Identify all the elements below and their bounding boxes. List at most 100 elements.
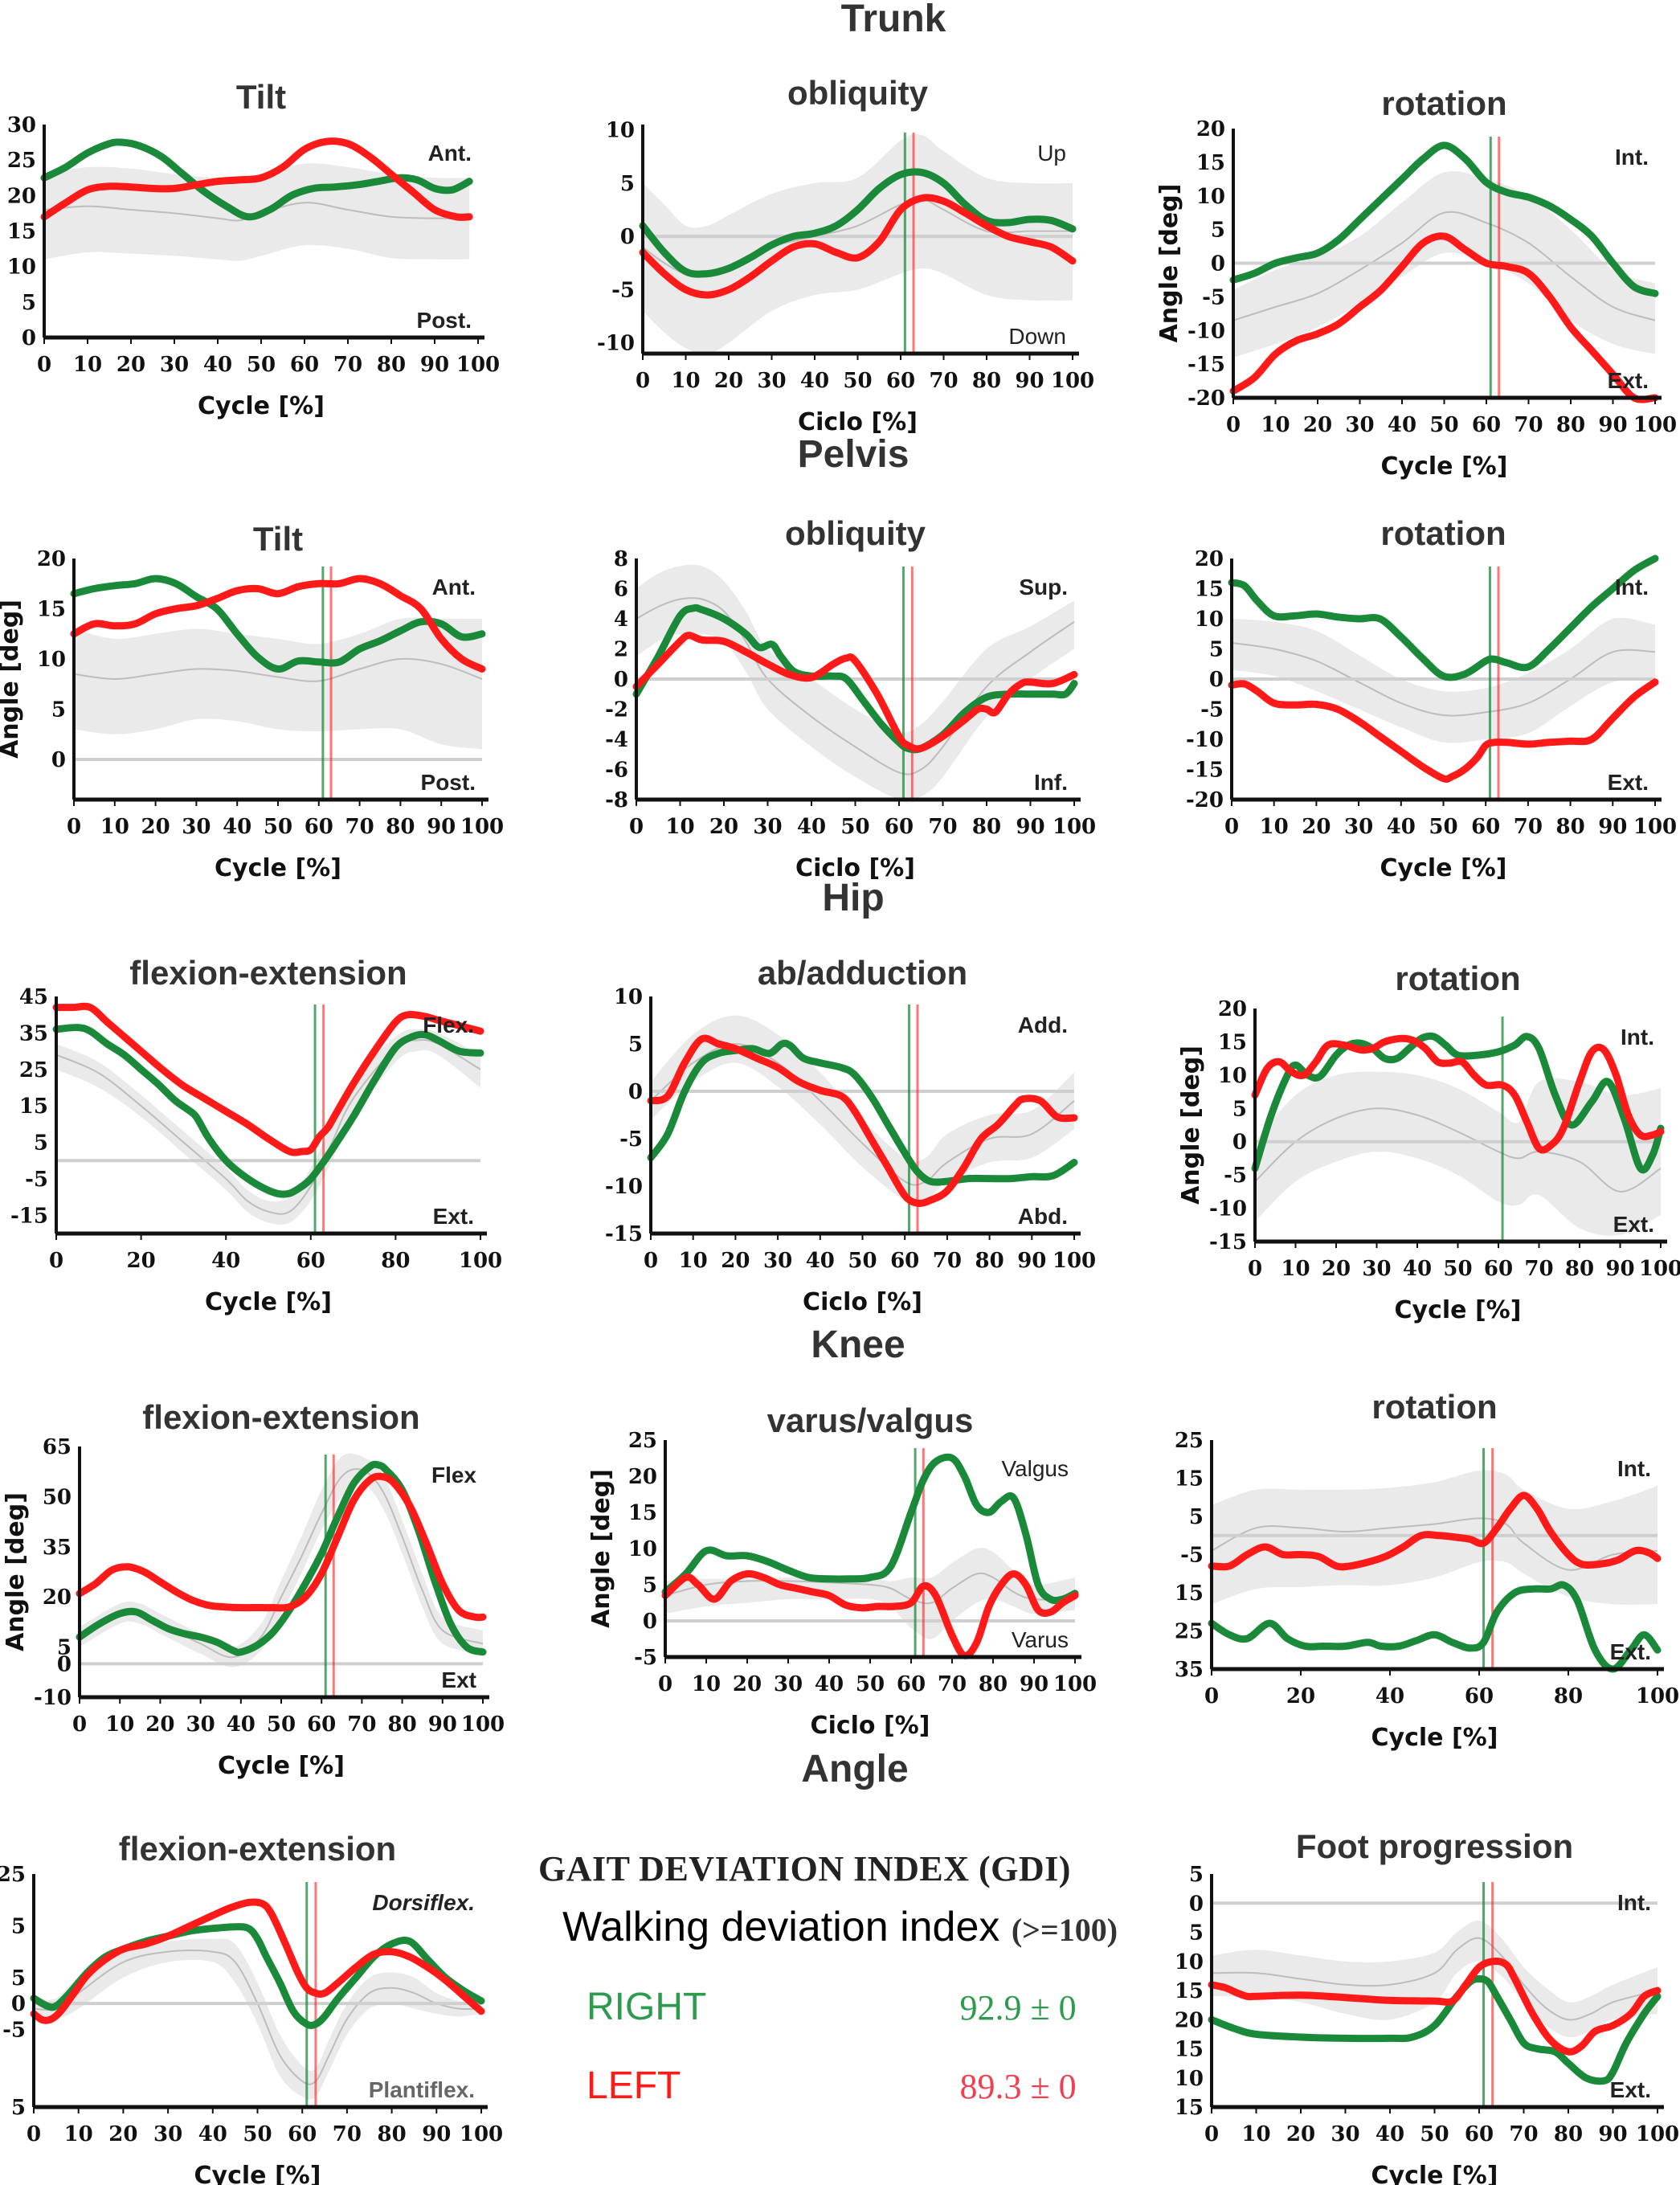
y-tick-label: -10 xyxy=(1209,1197,1247,1221)
x-tick-label: 70 xyxy=(345,815,374,839)
gdi-title: GAIT DEVIATION INDEX (GDI) xyxy=(538,1849,1071,1888)
series-line-right xyxy=(76,1460,487,1656)
y-tick-label: 5 xyxy=(1232,1097,1247,1121)
y-tick-label: 10 xyxy=(614,985,643,1009)
chart-title: flexion-extension xyxy=(119,1830,396,1868)
y-tick-label: -15 xyxy=(10,1204,48,1228)
y-tick-label: -15 xyxy=(1187,353,1225,377)
x-tick-label: 0 xyxy=(629,815,644,839)
direction-label-top: Int. xyxy=(1617,1890,1651,1915)
y-tick-label: 20 xyxy=(1195,547,1224,571)
x-tick-label: 40 xyxy=(1375,2122,1404,2146)
y-tick-label: 0 xyxy=(1232,1131,1247,1155)
x-tick-label: 60 xyxy=(1471,815,1500,839)
normative-mean-line xyxy=(1231,642,1656,717)
section-title-hip: Hip xyxy=(822,877,885,919)
normative-band xyxy=(1212,1470,1658,1605)
y-tick-label: 15 xyxy=(1175,1467,1204,1491)
gdi-row-left: LEFT 89.3 ± 0 xyxy=(587,2064,1077,2108)
x-tick-label: 70 xyxy=(1514,413,1543,437)
x-axis-label: Ciclo [%] xyxy=(803,1288,922,1316)
x-tick-label: 100 xyxy=(461,1712,505,1737)
x-tick-label: 60 xyxy=(288,2122,317,2146)
x-tick-label: 60 xyxy=(1465,1684,1494,1708)
y-tick-label: -10 xyxy=(1187,319,1225,343)
direction-label-top: Sup. xyxy=(1019,575,1068,599)
normative-band xyxy=(34,1938,481,2100)
direction-label-top: Add. xyxy=(1018,1013,1068,1037)
normative-band xyxy=(1212,1920,1658,2038)
x-tick-label: 0 xyxy=(644,1249,658,1273)
x-tick-label: 0 xyxy=(72,1712,87,1737)
y-tick-label: 0 xyxy=(51,748,66,772)
direction-label-bottom: Post. xyxy=(417,308,472,333)
normative-mean-line xyxy=(1211,1517,1658,1571)
x-tick-label: 90 xyxy=(1015,369,1044,393)
x-tick-label: 100 xyxy=(1053,815,1096,839)
x-tick-label: 20 xyxy=(141,815,170,839)
x-tick-label: 50 xyxy=(243,2122,272,2146)
gdi-side-label: RIGHT xyxy=(587,1986,707,2028)
x-tick-label: 30 xyxy=(153,2122,182,2146)
x-tick-label: 90 xyxy=(1017,1249,1046,1273)
y-tick-label: -5 xyxy=(619,1127,643,1152)
direction-label-top: Dorsiflex. xyxy=(372,1890,475,1915)
y-tick-label: 35 xyxy=(1175,1658,1204,1682)
x-tick-label: 50 xyxy=(856,1672,885,1696)
x-tick-label: 30 xyxy=(1362,1257,1391,1281)
x-tick-label: 40 xyxy=(1387,815,1416,839)
y-tick-label: 10 xyxy=(1195,608,1224,632)
gdi-subtitle: Walking deviation index (>=100) xyxy=(562,1903,1118,1951)
x-tick-label: 30 xyxy=(186,1712,215,1737)
normative-band xyxy=(74,617,482,750)
section-title-angle: Angle xyxy=(801,1748,909,1790)
x-tick-label: 50 xyxy=(848,1249,877,1273)
chart-title: Tilt xyxy=(236,78,286,116)
series-line-right xyxy=(30,1923,485,2030)
y-tick-label: 15 xyxy=(1175,2038,1204,2062)
chart-title: rotation xyxy=(1381,84,1506,122)
x-tick-label: 90 xyxy=(1605,1257,1634,1281)
y-tick-label: 45 xyxy=(19,985,48,1009)
series-line-left xyxy=(632,632,1078,753)
y-tick-label: -15 xyxy=(1186,759,1224,783)
y-tick-label: 5 xyxy=(1211,219,1225,243)
x-tick-label: 20 xyxy=(709,815,738,839)
x-tick-label: 70 xyxy=(333,2122,362,2146)
x-tick-label: 20 xyxy=(108,2122,137,2146)
x-tick-label: 60 xyxy=(1465,2122,1494,2146)
y-tick-label: 15 xyxy=(1218,1030,1247,1054)
x-tick-label: 60 xyxy=(1472,413,1501,437)
x-tick-label: 80 xyxy=(377,353,406,377)
x-tick-label: 20 xyxy=(1286,1684,1315,1708)
y-tick-label: 20 xyxy=(1218,997,1247,1021)
y-tick-label: 35 xyxy=(43,1536,72,1560)
normative-band xyxy=(1255,1071,1661,1236)
x-tick-label: 30 xyxy=(753,815,782,839)
y-axis-label: Angle [deg] xyxy=(1155,184,1183,343)
series-line-left xyxy=(76,1472,487,1622)
y-tick-label: -15 xyxy=(605,1222,643,1246)
series-line-right xyxy=(1251,1032,1665,1174)
series-line-left xyxy=(1208,1958,1662,2056)
y-tick-label: 5 xyxy=(51,698,66,722)
x-tick-label: 70 xyxy=(1514,815,1543,839)
gdi-threshold: (>=100) xyxy=(1011,1912,1118,1948)
y-tick-label: 15 xyxy=(7,220,36,244)
x-tick-label: 10 xyxy=(73,353,102,377)
x-tick-label: 40 xyxy=(1388,413,1416,437)
x-tick-label: 70 xyxy=(1509,2122,1538,2146)
direction-label-top: Ant. xyxy=(432,575,476,599)
x-tick-label: 70 xyxy=(333,353,362,377)
y-tick-label: 15 xyxy=(1175,1979,1204,2003)
x-tick-label: 100 xyxy=(1633,413,1677,437)
x-tick-label: 90 xyxy=(1598,413,1627,437)
x-tick-label: 0 xyxy=(1204,1684,1219,1708)
series-line-left xyxy=(52,1002,484,1156)
x-tick-label: 80 xyxy=(378,2122,407,2146)
x-tick-label: 90 xyxy=(420,353,449,377)
y-tick-label: -5 xyxy=(1180,1544,1204,1568)
series-line-left xyxy=(1229,232,1659,403)
y-tick-label: 10 xyxy=(37,648,66,672)
x-tick-label: 10 xyxy=(1260,815,1289,839)
